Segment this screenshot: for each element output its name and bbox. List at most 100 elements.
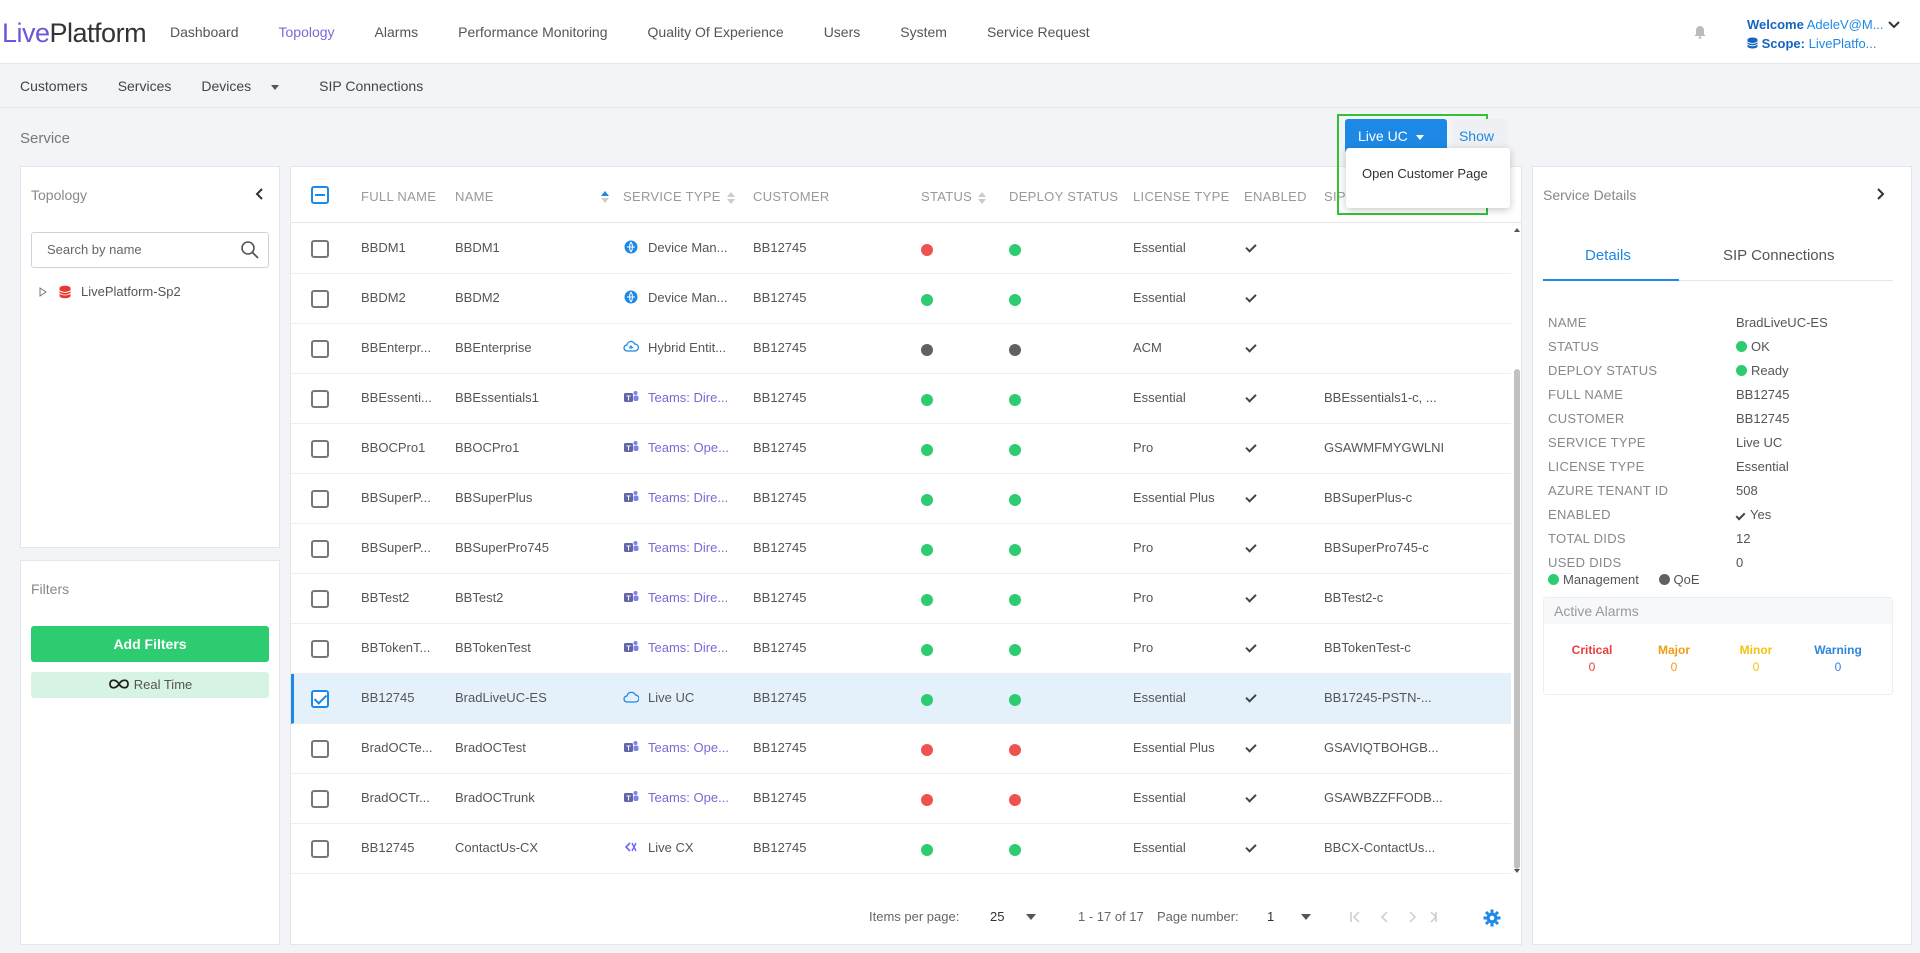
nav-item-alarms[interactable]: Alarms (374, 24, 419, 40)
col-service-type[interactable]: SERVICE TYPE (623, 189, 735, 204)
scroll-down-icon[interactable] (1514, 869, 1520, 873)
add-filters-button[interactable]: Add Filters (31, 626, 269, 662)
sort-icon[interactable] (978, 191, 987, 204)
detail-key: FULL NAME (1548, 387, 1624, 402)
table-row[interactable]: BradOCTe... BradOCTest T Teams: Ope... BB127… (291, 724, 1511, 774)
cell-sip: BBEssentials1-c, ... (1324, 390, 1437, 405)
subnav-item-devices[interactable]: Devices (201, 64, 289, 107)
subnav-item-customers[interactable]: Customers (20, 64, 88, 107)
col-customer[interactable]: CUSTOMER (753, 189, 830, 204)
svg-text:T: T (626, 445, 631, 452)
cell-customer: BB12745 (753, 290, 807, 305)
collapse-left-icon[interactable] (253, 187, 265, 201)
nav-item-quality-of-experience[interactable]: Quality Of Experience (647, 24, 784, 40)
table-row[interactable]: BB12745 ContactUs-CX Live CX BB12745 Essenti… (291, 824, 1511, 874)
sort-icon[interactable] (726, 191, 735, 204)
detail-value-text: Live UC (1736, 435, 1783, 450)
table-row[interactable]: BBDM1 BBDM1 Device Man... BB12745 Essential (291, 224, 1511, 274)
deploy-status-dot (1009, 244, 1021, 256)
show-button[interactable]: Show (1452, 119, 1508, 153)
row-checkbox[interactable] (311, 490, 329, 508)
nav-item-dashboard[interactable]: Dashboard (170, 24, 239, 40)
table-row[interactable]: BBTokenT... BBTokenTest T Teams: Dire... BB1… (291, 624, 1511, 674)
subnav-label: Services (117, 78, 172, 94)
nav-item-topology[interactable]: Topology (278, 24, 335, 40)
tree-item-liveplatform[interactable]: LivePlatform-Sp2 (39, 284, 181, 299)
select-all-checkbox[interactable] (311, 186, 329, 204)
items-per-page-select[interactable]: 25 (990, 909, 1005, 924)
row-checkbox[interactable] (311, 540, 329, 558)
row-checkbox[interactable] (311, 290, 329, 308)
search-input[interactable] (47, 242, 237, 257)
page-nav-icons[interactable] (1349, 911, 1439, 923)
alarm-count: 0 (1752, 660, 1760, 674)
sort-asc-icon[interactable] (601, 191, 609, 203)
caret-down-icon[interactable] (1026, 914, 1036, 920)
real-time-toggle[interactable]: Real Time (31, 672, 269, 698)
bell-icon[interactable] (1693, 25, 1707, 39)
page-number-select[interactable]: 1 (1267, 909, 1275, 924)
subnav-label: Devices (201, 78, 252, 94)
col-sip[interactable]: SIP (1324, 189, 1346, 204)
infinity-icon (108, 679, 129, 689)
table-row[interactable]: BBEnterpr... BBEnterprise Hybrid Entit... B… (291, 324, 1511, 374)
gear-icon[interactable] (1483, 909, 1501, 927)
alarm-count: 0 (1588, 660, 1596, 674)
detail-row-license-type: LICENSE TYPE Essential (1548, 459, 1908, 483)
table-row[interactable]: BB12745 BradLiveUC-ES Live UC BB12745 Essent… (291, 674, 1511, 724)
col-status[interactable]: STATUS (921, 189, 987, 204)
live-uc-dropdown-button[interactable]: Live UC (1345, 119, 1447, 153)
expand-right-icon[interactable] (1875, 187, 1887, 201)
nav-item-service-request[interactable]: Service Request (986, 24, 1090, 40)
alarm-count: 0 (1834, 660, 1842, 674)
alarm-label: Minor (1739, 643, 1773, 657)
tab-sip-connections[interactable]: SIP Connections (1723, 247, 1835, 264)
row-checkbox[interactable] (311, 240, 329, 258)
menu-item-open-customer-page[interactable]: Open Customer Page (1362, 166, 1488, 181)
logo[interactable]: LivePlatform (2, 18, 147, 48)
row-checkbox[interactable] (311, 590, 329, 608)
detail-value-text: BradLiveUC-ES (1736, 315, 1828, 330)
alarm-major[interactable]: Major 0 (1634, 642, 1714, 676)
expand-triangle-icon[interactable] (39, 286, 47, 297)
scrollbar-thumb[interactable] (1514, 369, 1520, 869)
tab-details[interactable]: Details (1585, 247, 1631, 264)
alarm-warning[interactable]: Warning 0 (1798, 642, 1878, 676)
chevron-down-icon[interactable] (1887, 18, 1901, 32)
row-checkbox[interactable] (311, 840, 329, 858)
col-deploy-status[interactable]: DEPLOY STATUS (1009, 189, 1119, 204)
row-checkbox[interactable] (311, 390, 329, 408)
table-row[interactable]: BradOCTr... BradOCTrunk T Teams: Ope... BB12… (291, 774, 1511, 824)
col-name[interactable]: NAME (455, 189, 609, 204)
subnav-item-sip-connections[interactable]: SIP Connections (319, 64, 423, 107)
col-enabled[interactable]: ENABLED (1244, 189, 1307, 204)
table-row[interactable]: BBOCPro1 BBOCPro1 T Teams: Ope... BB12745 Pro… (291, 424, 1511, 474)
col-full-name[interactable]: FULL NAME (361, 189, 437, 204)
table-row[interactable]: BBEssenti... BBEssentials1 T Teams: Dire...… (291, 374, 1511, 424)
search-icon[interactable] (240, 240, 260, 260)
nav-item-system[interactable]: System (900, 24, 947, 40)
alarm-count: 0 (1670, 660, 1678, 674)
table-scrollbar[interactable] (1513, 224, 1521, 877)
row-checkbox[interactable] (311, 690, 329, 708)
col-license-type[interactable]: LICENSE TYPE (1133, 189, 1230, 204)
row-checkbox[interactable] (311, 790, 329, 808)
alarm-critical[interactable]: Critical 0 (1552, 642, 1632, 676)
alarm-minor[interactable]: Minor 0 (1716, 642, 1796, 676)
nav-item-performance-monitoring[interactable]: Performance Monitoring (458, 24, 608, 40)
row-checkbox[interactable] (311, 440, 329, 458)
nav-item-users[interactable]: Users (823, 24, 861, 40)
caret-down-icon[interactable] (1301, 914, 1311, 920)
row-checkbox[interactable] (311, 640, 329, 658)
check-icon (1245, 641, 1257, 653)
row-checkbox[interactable] (311, 340, 329, 358)
table-row[interactable]: BBSuperP... BBSuperPlus T Teams: Dire... BB1… (291, 474, 1511, 524)
table-row[interactable]: BBDM2 BBDM2 Device Man... BB12745 Essential (291, 274, 1511, 324)
scroll-up-icon[interactable] (1514, 228, 1520, 232)
table-row[interactable]: BBTest2 BBTest2 T Teams: Dire... BB12745 Pro B… (291, 574, 1511, 624)
row-checkbox[interactable] (311, 740, 329, 758)
table-row[interactable]: BBSuperP... BBSuperPro745 T Teams: Dire... B… (291, 524, 1511, 574)
subnav-item-services[interactable]: Services (118, 64, 172, 107)
cell-full-name: BBEssenti... (361, 390, 432, 405)
user-menu[interactable]: Welcome AdeleV@M... Scope: LivePlatfo... (1747, 15, 1884, 53)
